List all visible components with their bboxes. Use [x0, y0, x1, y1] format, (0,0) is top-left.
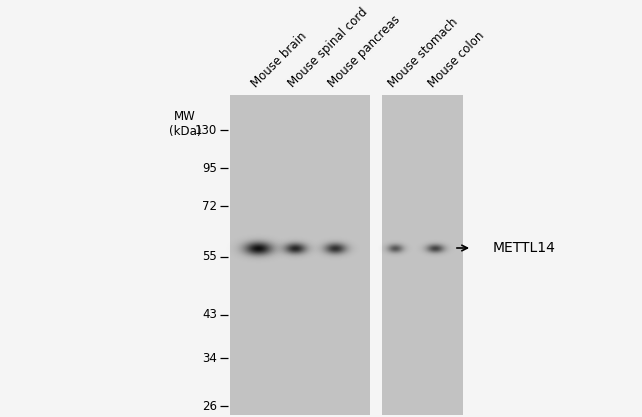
- Bar: [230, 95, 370, 415]
- Text: 130: 130: [195, 123, 217, 136]
- Text: 55: 55: [202, 251, 217, 264]
- Bar: [382, 95, 463, 415]
- Text: 26: 26: [202, 399, 217, 412]
- Text: Mouse stomach: Mouse stomach: [386, 15, 460, 90]
- Text: Mouse colon: Mouse colon: [426, 29, 487, 90]
- Text: Mouse spinal cord: Mouse spinal cord: [286, 5, 370, 90]
- Text: MW
(kDa): MW (kDa): [169, 110, 201, 138]
- Text: 43: 43: [202, 309, 217, 322]
- Text: 72: 72: [202, 199, 217, 213]
- Text: 95: 95: [202, 161, 217, 174]
- Text: METTL14: METTL14: [493, 241, 556, 255]
- Text: Mouse brain: Mouse brain: [249, 30, 309, 90]
- Text: Mouse pancreas: Mouse pancreas: [325, 13, 403, 90]
- Text: 34: 34: [202, 352, 217, 364]
